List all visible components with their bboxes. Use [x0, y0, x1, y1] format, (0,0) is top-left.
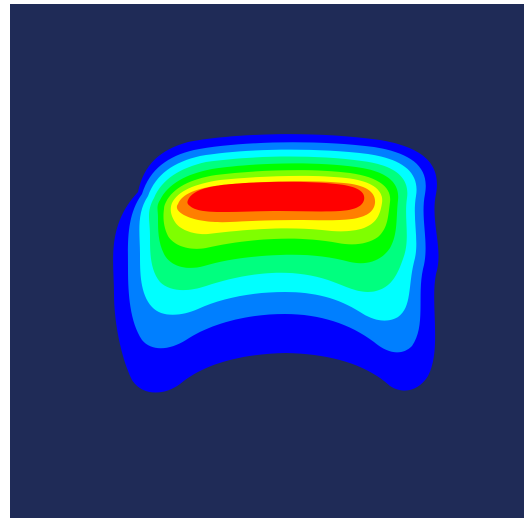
contour-band-9 — [187, 181, 365, 212]
contour-plot — [113, 134, 439, 393]
render-viewport — [10, 4, 524, 518]
